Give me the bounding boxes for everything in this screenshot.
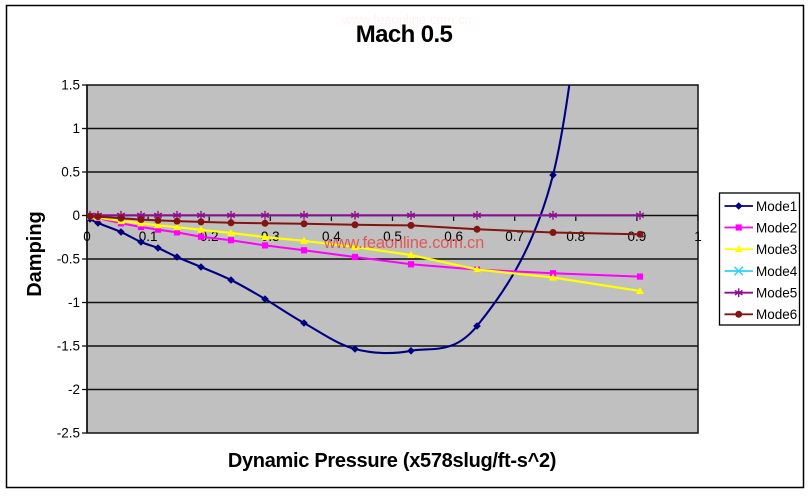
svg-text:Mode5: Mode5: [756, 286, 797, 301]
svg-text:0: 0: [83, 229, 91, 244]
svg-text:1.5: 1.5: [61, 78, 80, 93]
svg-text:-2: -2: [68, 382, 80, 397]
svg-text:0.1: 0.1: [139, 229, 158, 244]
svg-text:0.5: 0.5: [61, 165, 80, 180]
svg-text:1: 1: [72, 121, 80, 136]
svg-text:Dynamic Pressure (x578slug/ft-: Dynamic Pressure (x578slug/ft-s^2): [228, 450, 556, 472]
svg-text:-1.5: -1.5: [57, 339, 80, 354]
svg-text:www.feaonline.com.cn: www.feaonline.com.cn: [341, 12, 471, 27]
svg-text:Mode1: Mode1: [756, 199, 797, 214]
svg-text:0.8: 0.8: [566, 229, 585, 244]
svg-text:-0.5: -0.5: [57, 252, 80, 267]
svg-text:Mode2: Mode2: [756, 220, 797, 235]
svg-text:0.5: 0.5: [383, 229, 402, 244]
svg-text:0.4: 0.4: [322, 229, 341, 244]
svg-text:0.6: 0.6: [444, 229, 463, 244]
svg-text:Mach 0.5: Mach 0.5: [356, 21, 453, 48]
svg-text:Mode3: Mode3: [756, 242, 797, 257]
svg-text:0.9: 0.9: [628, 229, 647, 244]
svg-text:www.feaonline.com.cn: www.feaonline.com.cn: [323, 234, 484, 252]
svg-text:1: 1: [694, 229, 702, 244]
svg-text:-2.5: -2.5: [57, 426, 80, 441]
svg-text:Mode4: Mode4: [756, 264, 798, 279]
svg-text:-1: -1: [68, 295, 80, 310]
svg-text:Damping: Damping: [24, 211, 46, 297]
svg-text:0: 0: [72, 208, 80, 223]
svg-text:Mode6: Mode6: [756, 307, 797, 322]
svg-text:0.7: 0.7: [505, 229, 524, 244]
